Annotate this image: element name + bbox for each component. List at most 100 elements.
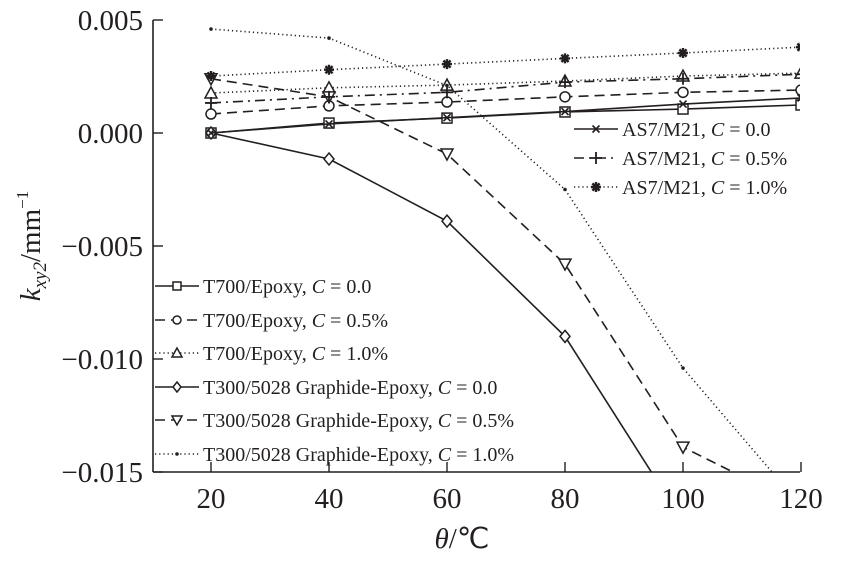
legend-c-symbol: C: [312, 310, 326, 332]
legend-c-symbol: C: [438, 444, 452, 466]
data-point: [557, 258, 573, 272]
data-point: [795, 84, 800, 96]
data-point: [442, 59, 452, 70]
series-line: [210, 72, 800, 94]
data-point: [559, 91, 571, 103]
data-point: [209, 27, 213, 31]
legend-c-symbol: C: [438, 410, 452, 432]
data-point: [560, 107, 570, 116]
data-point: [677, 103, 689, 115]
data-point: [559, 329, 571, 344]
data-point: [324, 119, 334, 129]
series-line: [210, 89, 800, 115]
y-axis-title: kxy2/mm−1: [13, 191, 51, 302]
legend-c-value: = 0.0: [724, 119, 770, 141]
data-point: [206, 128, 216, 138]
legend-marker: [170, 346, 184, 358]
legend-entry: T700/Epoxy, C = 1.0%: [155, 343, 388, 365]
data-point: [442, 113, 452, 122]
axes: 20 40 60 80 100 120 0.005 0.000 −0.005 −0.010 −0.0…: [61, 5, 822, 515]
legend-label: T300/5028 Graphide-Epoxy, C = 0.0: [203, 377, 497, 399]
x-tick-label: 100: [661, 483, 705, 515]
data-point: [675, 441, 691, 455]
y-tick-label: −0.010: [61, 344, 143, 376]
x-tick-label: 120: [779, 483, 823, 515]
legend-c-value: = 1.0%: [325, 343, 388, 365]
data-point: [441, 213, 453, 229]
legend-label: AS7/M21, C = 1.0%: [622, 177, 787, 199]
data-point: [327, 36, 331, 40]
series-line: [210, 28, 774, 472]
data-point: [439, 148, 455, 162]
y-tick-label: −0.015: [61, 457, 143, 489]
data-point: [205, 108, 217, 120]
y-axis-symbol: k: [15, 287, 47, 301]
legend-c-symbol: C: [711, 119, 725, 141]
legend-c-symbol: C: [312, 276, 326, 298]
legend-c-value: = 0.5%: [451, 410, 514, 432]
series-9: [206, 42, 800, 82]
data-point: [795, 73, 800, 76]
x-tick-label: 20: [197, 483, 226, 515]
data-point: [560, 53, 570, 64]
data-point: [323, 151, 335, 167]
legend-entry: T300/5028 Graphide-Epoxy, C = 0.5%: [155, 410, 514, 432]
data-point: [563, 187, 567, 192]
legend-marker: [590, 152, 602, 164]
legend-c-symbol: C: [312, 343, 326, 365]
legend-material: T700/Epoxy,: [203, 343, 312, 365]
legend-marker: [172, 315, 182, 325]
series-line: [210, 97, 800, 134]
legend-entry: AS7/M21, C = 0.5%: [574, 148, 787, 170]
series-line: [210, 77, 735, 472]
legend-material: T700/Epoxy,: [203, 276, 312, 298]
data-point: [677, 72, 689, 85]
legend-c-symbol: C: [438, 377, 452, 399]
data-point: [677, 86, 689, 99]
data-point: [441, 86, 453, 99]
legend-entry: T300/5028 Graphide-Epoxy, C = 0.0: [155, 377, 497, 399]
legend-label: T700/Epoxy, C = 1.0%: [203, 343, 388, 365]
legend-entry: AS7/M21, C = 0.0: [574, 119, 771, 141]
legend-marker: [591, 124, 601, 134]
data-point: [206, 71, 216, 82]
data-point: [559, 76, 571, 89]
legend-c-value: = 0.0: [451, 377, 497, 399]
x-axis-symbol: θ: [435, 523, 449, 555]
legend-entry: AS7/M21, C = 1.0%: [574, 177, 787, 199]
data-point: [324, 64, 334, 75]
legend-c-value: = 1.0%: [724, 177, 787, 199]
series-layer: [203, 27, 800, 472]
data-point: [205, 96, 217, 109]
y-tick-label: −0.005: [61, 231, 143, 263]
legend-c-symbol: C: [711, 148, 725, 170]
y-tick-label: 0.005: [78, 5, 143, 37]
x-tick-label: 40: [315, 483, 344, 515]
legend-material: T300/5028 Graphide-Epoxy,: [203, 410, 438, 432]
data-point: [793, 67, 800, 79]
legend-material: AS7/M21,: [622, 177, 711, 199]
legend-label: T300/5028 Graphide-Epoxy, C = 1.0%: [203, 444, 514, 466]
legend-label: AS7/M21, C = 0.0: [622, 119, 771, 141]
y-axis-superscript: −1: [13, 191, 32, 209]
x-axis-unit: /℃: [449, 523, 490, 555]
legend-c-value: = 0.5%: [325, 310, 388, 332]
legend-label: T300/5028 Graphide-Epoxy, C = 0.5%: [203, 410, 514, 432]
legend-material: T300/5028 Graphide-Epoxy,: [203, 377, 438, 399]
legend-c-value: = 0.0: [325, 276, 371, 298]
x-tick-label: 60: [433, 483, 462, 515]
legend-marker: [170, 415, 184, 427]
legend-label: AS7/M21, C = 0.5%: [622, 148, 787, 170]
y-axis-subscript: xy2: [30, 262, 51, 290]
series-2: [205, 84, 800, 120]
legend-material: AS7/M21,: [622, 148, 711, 170]
data-point: [678, 47, 688, 58]
y-tick-label: 0.000: [78, 118, 143, 150]
legend-c-value: = 1.0%: [451, 444, 514, 466]
legend-entry: T300/5028 Graphide-Epoxy, C = 1.0%: [155, 444, 514, 466]
legend-entry: T700/Epoxy, C = 0.0: [155, 276, 371, 298]
series-4: [205, 125, 653, 472]
series-7: [206, 93, 800, 138]
